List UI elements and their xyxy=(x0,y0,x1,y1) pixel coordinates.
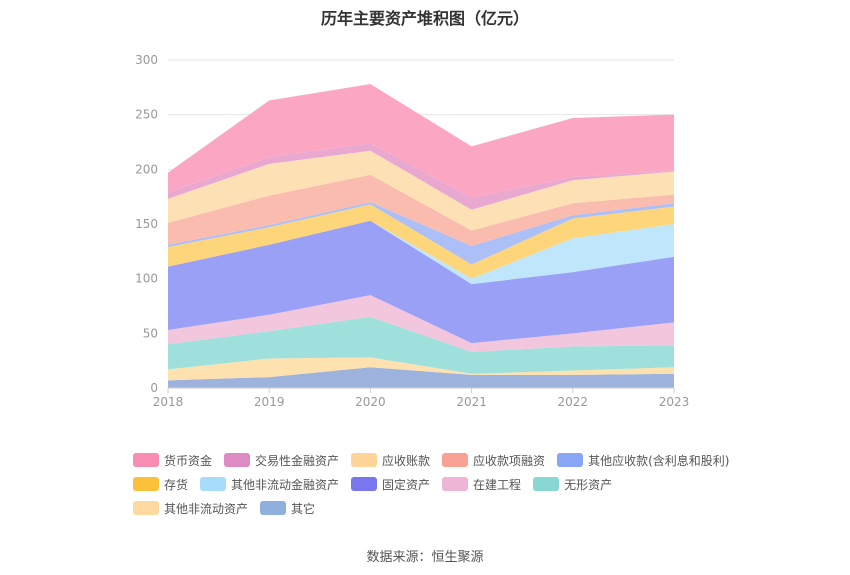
legend-swatch xyxy=(351,453,378,467)
legend-item[interactable]: 交易性金融资产 xyxy=(224,452,339,469)
legend-label: 固定资产 xyxy=(382,477,431,492)
area-series xyxy=(168,367,674,388)
data-source-note: 数据来源：恒生聚源 xyxy=(366,550,484,565)
area-series xyxy=(168,220,674,344)
chart-title: 历年主要资产堆积图（亿元） xyxy=(320,9,529,28)
legend: 货币资金 交易性金融资产 应收账款 应收款项融资 其他应收款(含利息和股利) 存货 其他非流… xyxy=(133,448,773,520)
x-tick-label: 2022 xyxy=(558,395,589,409)
legend-label: 存货 xyxy=(164,477,189,492)
legend-swatch xyxy=(224,453,251,467)
legend-swatch xyxy=(133,477,159,491)
area-series xyxy=(168,143,674,210)
legend-row: 存货 其他非流动金融资产 固定资产 在建工程 无形资产 xyxy=(133,472,773,496)
legend-item[interactable]: 无形资产 xyxy=(533,476,612,493)
legend-swatch xyxy=(260,501,287,515)
stacked-area-chart: 0 50 100 150 200 250 300 2018 2019 2020 2021 2022 20… xyxy=(135,53,689,409)
legend-label: 应收款项融资 xyxy=(473,453,546,468)
legend-item[interactable]: 存货 xyxy=(133,476,188,493)
legend-item[interactable]: 其它 xyxy=(260,500,315,517)
legend-label: 其他非流动金融资产 xyxy=(231,477,340,492)
area-series xyxy=(168,202,674,265)
legend-swatch xyxy=(200,477,227,491)
area-series xyxy=(168,295,674,352)
area-series xyxy=(168,150,674,231)
legend-label: 货币资金 xyxy=(164,453,213,468)
y-tick-label: 0 xyxy=(150,381,158,395)
legend-item[interactable]: 货币资金 xyxy=(133,452,212,469)
legend-label: 在建工程 xyxy=(473,477,522,492)
x-tick-label: 2023 xyxy=(659,395,690,409)
y-tick-label: 300 xyxy=(135,53,158,67)
y-tick-label: 150 xyxy=(135,217,158,231)
legend-label: 应收账款 xyxy=(382,453,431,468)
legend-swatch xyxy=(351,477,378,491)
legend-swatch xyxy=(133,501,159,515)
area-series xyxy=(168,174,674,246)
x-tick-label: 2018 xyxy=(153,395,184,409)
area-series xyxy=(168,220,674,285)
legend-label: 其它 xyxy=(291,501,316,516)
legend-row: 货币资金 交易性金融资产 应收账款 应收款项融资 其他应收款(含利息和股利) xyxy=(133,448,773,472)
legend-row: 其他非流动资产 其它 xyxy=(133,496,773,520)
legend-item[interactable]: 其他非流动资产 xyxy=(133,500,248,517)
area-series xyxy=(168,204,674,279)
legend-item[interactable]: 其他应收款(含利息和股利) xyxy=(557,452,729,469)
legend-swatch xyxy=(557,453,584,467)
area-series xyxy=(168,357,674,381)
legend-swatch xyxy=(442,477,469,491)
legend-swatch xyxy=(133,453,159,467)
legend-label: 其他应收款(含利息和股利) xyxy=(588,453,730,468)
legend-item[interactable]: 其他非流动金融资产 xyxy=(200,476,339,493)
x-tick-label: 2020 xyxy=(355,395,386,409)
y-tick-label: 50 xyxy=(143,326,158,340)
legend-item[interactable]: 应收账款 xyxy=(351,452,430,469)
legend-label: 交易性金融资产 xyxy=(255,453,340,468)
area-series xyxy=(168,316,674,374)
area-series-group xyxy=(168,84,674,388)
legend-swatch xyxy=(442,453,469,467)
y-tick-label: 250 xyxy=(135,108,158,122)
legend-item[interactable]: 在建工程 xyxy=(442,476,521,493)
x-tick-label: 2021 xyxy=(456,395,487,409)
legend-swatch xyxy=(533,477,560,491)
legend-label: 无形资产 xyxy=(564,477,613,492)
y-tick-label: 100 xyxy=(135,272,158,286)
legend-label: 其他非流动资产 xyxy=(164,501,249,516)
legend-item[interactable]: 固定资产 xyxy=(351,476,430,493)
legend-item[interactable]: 应收款项融资 xyxy=(442,452,545,469)
axes: 0 50 100 150 200 250 300 2018 2019 2020 2021 2022 20… xyxy=(135,53,689,409)
area-series xyxy=(168,84,674,198)
y-tick-label: 200 xyxy=(135,162,158,176)
x-tick-label: 2019 xyxy=(254,395,285,409)
